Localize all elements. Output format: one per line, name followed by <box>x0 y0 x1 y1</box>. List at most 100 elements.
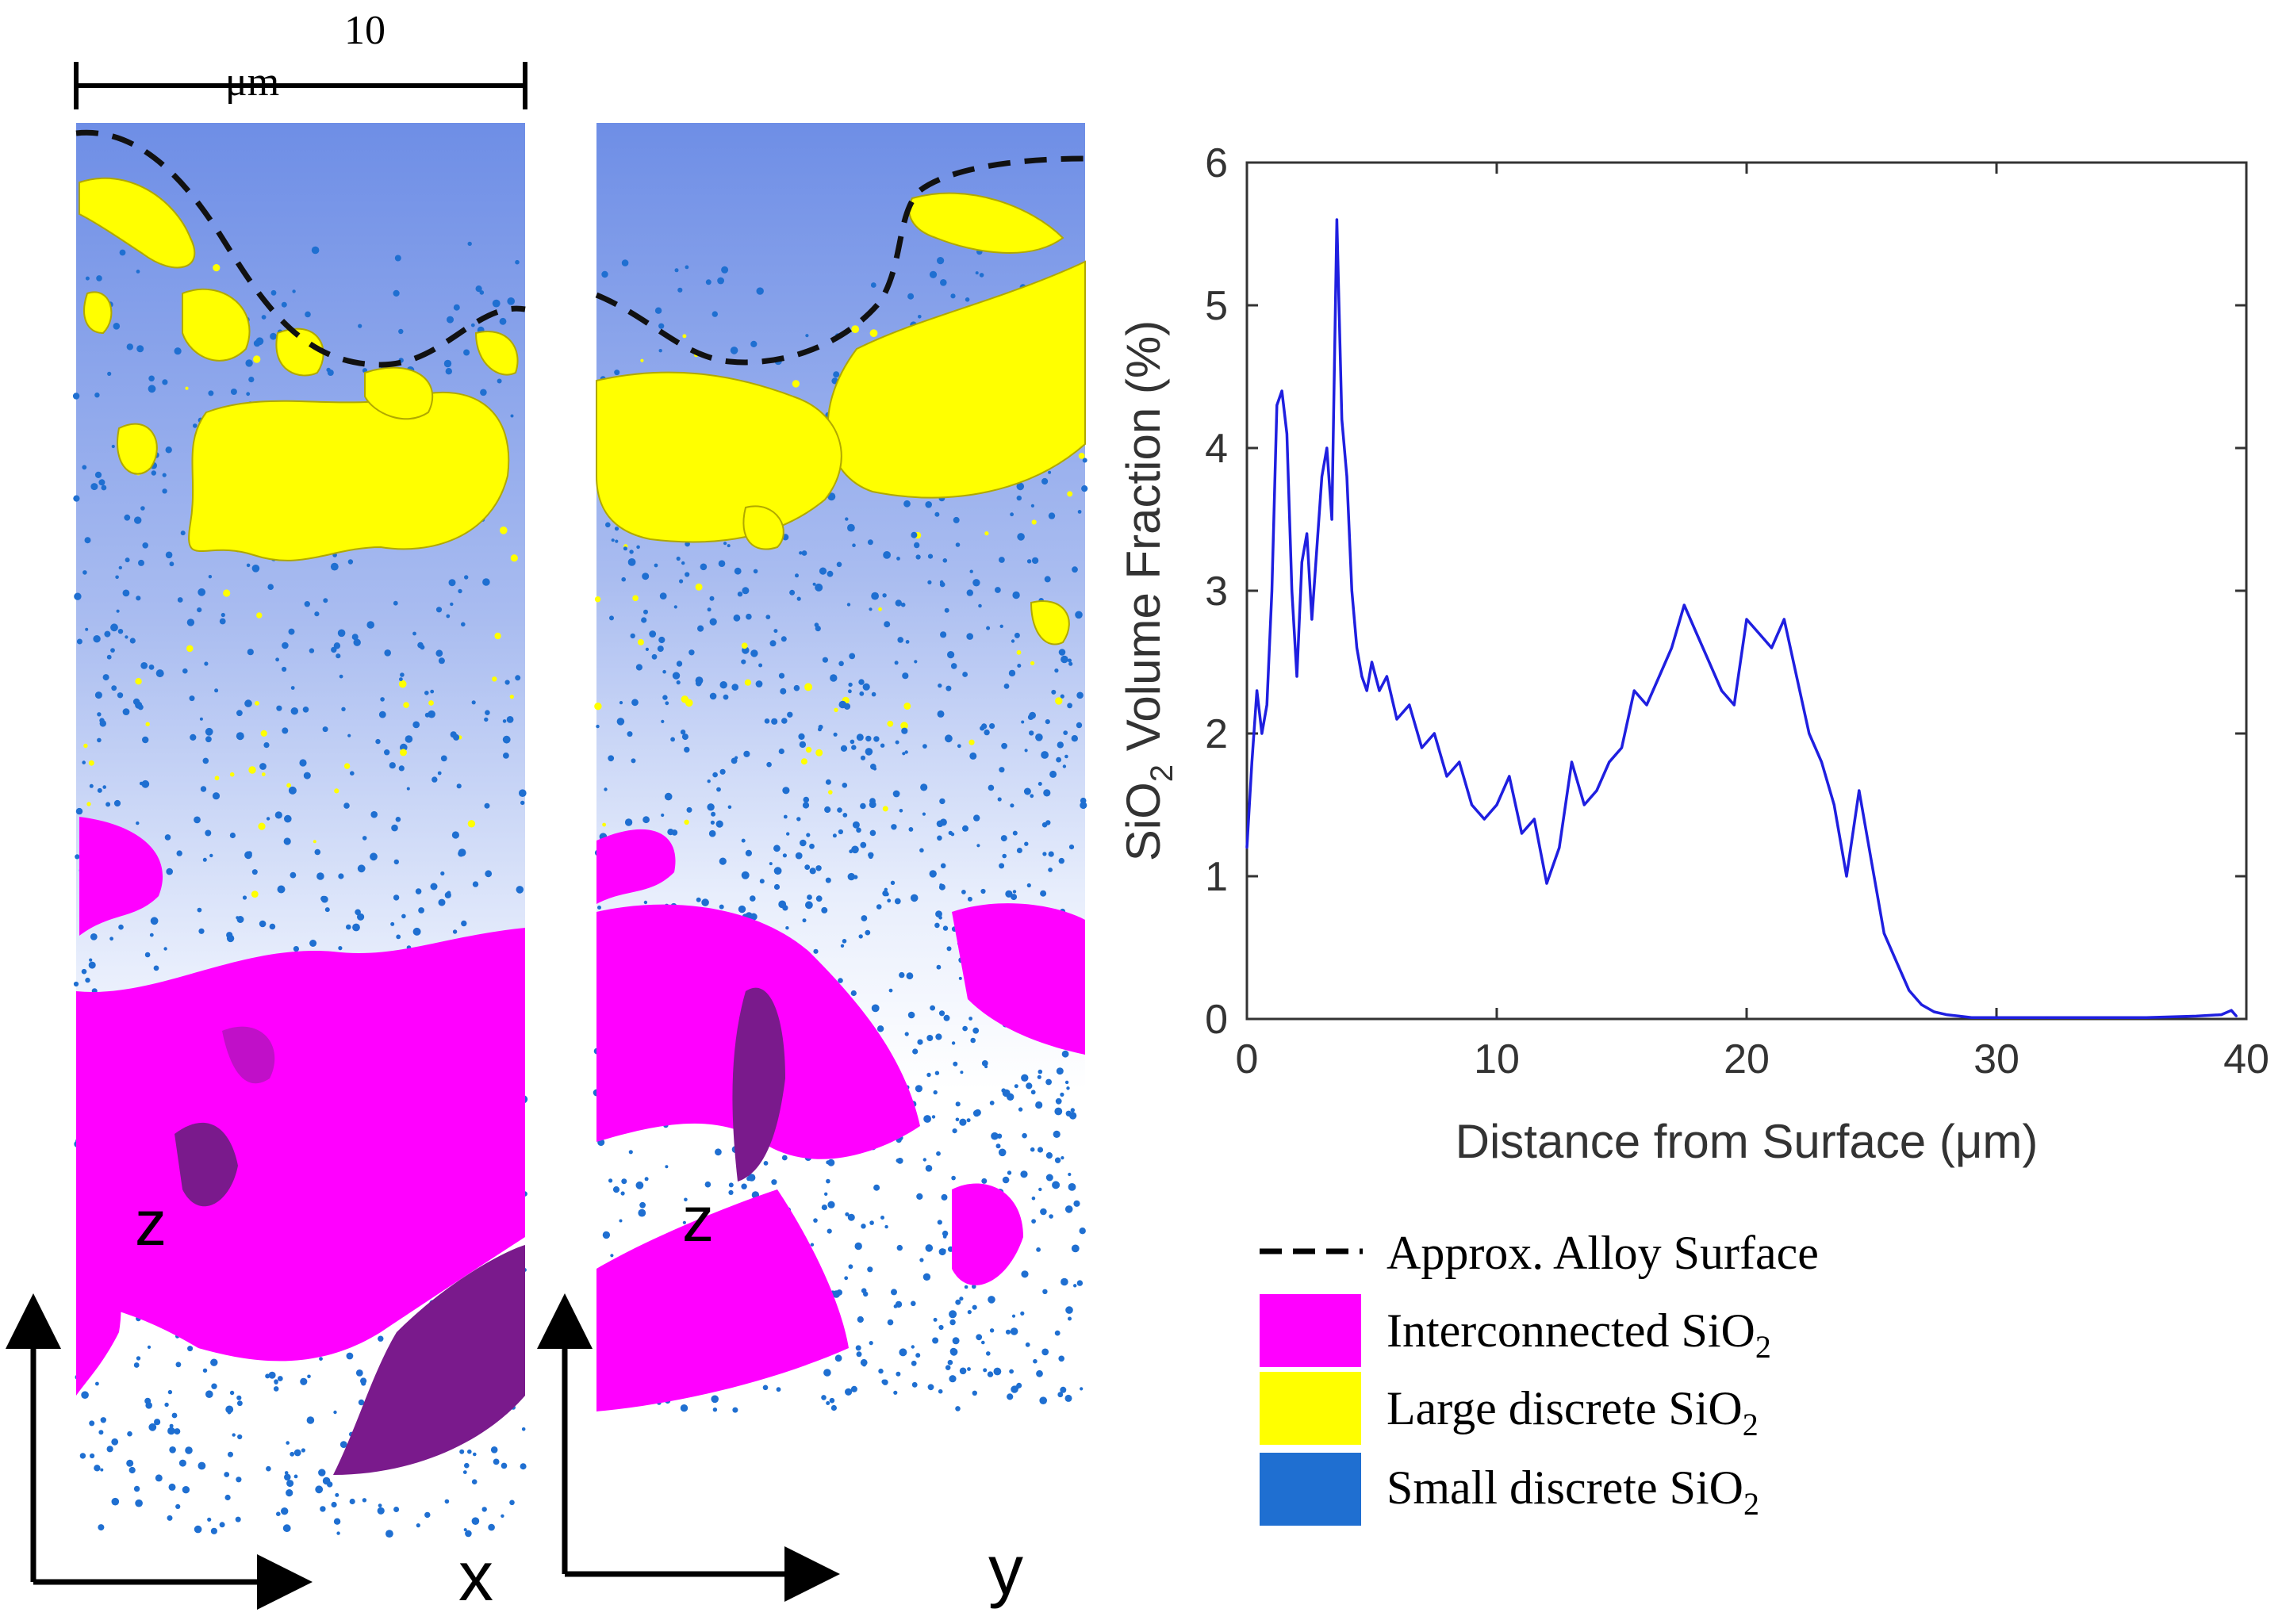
particle-dot <box>339 1441 347 1448</box>
particle-dot <box>293 1474 298 1479</box>
particle-dot <box>355 909 361 916</box>
particle-dot <box>834 707 838 712</box>
particle-dot <box>782 905 788 911</box>
particle-dot <box>333 1410 337 1415</box>
particle-dot <box>94 1465 101 1472</box>
particle-dot <box>851 845 859 854</box>
particle-dot <box>235 1516 241 1522</box>
particle-dot <box>1058 649 1066 656</box>
particle-dot <box>89 958 93 962</box>
particle-dot <box>758 663 763 668</box>
particle-dot <box>951 1041 956 1045</box>
particle-dot <box>509 695 514 699</box>
particle-dot <box>843 703 851 710</box>
particle-dot <box>97 712 102 717</box>
y-tick-label: 5 <box>1205 283 1228 329</box>
particle-dot <box>939 798 945 805</box>
particle-dot <box>850 739 855 745</box>
particle-dot <box>286 1480 294 1488</box>
particle-dot <box>677 287 683 293</box>
particle-dot <box>488 1523 495 1531</box>
axis-label-z-right: z <box>682 1184 714 1254</box>
particle-dot <box>942 925 949 931</box>
particle-dot <box>980 888 986 894</box>
particle-dot <box>1031 1219 1036 1224</box>
particle-dot <box>717 277 724 285</box>
particle-dot <box>616 718 625 726</box>
particle-dot <box>90 1453 95 1459</box>
data-point <box>1360 675 1364 678</box>
particle-dot <box>949 1375 957 1383</box>
particle-dot <box>362 1498 367 1503</box>
particle-dot <box>676 556 681 561</box>
particle-dot <box>1012 591 1020 599</box>
particle-dot <box>719 681 727 689</box>
particle-dot <box>962 1025 968 1032</box>
data-point <box>1658 675 1661 678</box>
particle-dot <box>82 760 86 764</box>
particle-dot <box>822 657 828 663</box>
y-tick-label: 0 <box>1205 997 1228 1043</box>
particle-dot <box>1071 735 1079 742</box>
particle-dot <box>904 750 908 754</box>
particle-dot <box>759 879 765 884</box>
particle-dot <box>461 920 467 927</box>
particle-dot <box>741 659 746 665</box>
particle-dot <box>323 598 328 603</box>
particle-dot <box>1078 453 1085 459</box>
particle-dot <box>155 669 164 678</box>
particle-dot <box>643 900 648 905</box>
particle-dot <box>893 1390 898 1395</box>
particle-dot <box>734 567 742 575</box>
legend-label-small-discrete-main: Small discrete SiO <box>1387 1461 1743 1514</box>
particle-dot <box>1014 632 1020 638</box>
particle-dot <box>840 944 845 948</box>
particle-dot <box>925 1244 934 1252</box>
particle-dot <box>922 812 926 816</box>
data-point <box>1395 718 1398 721</box>
particle-dot <box>346 924 351 930</box>
particle-dot <box>174 1428 181 1435</box>
particle-dot <box>815 895 823 902</box>
particle-dot <box>1007 1393 1014 1400</box>
particle-dot <box>947 1359 953 1365</box>
data-point <box>1708 661 1711 664</box>
particle-dot <box>384 649 392 657</box>
particle-dot <box>986 626 991 630</box>
particle-dot <box>614 527 619 531</box>
data-point <box>1345 475 1348 478</box>
particle-dot <box>911 1300 916 1307</box>
particle-dot <box>771 1179 777 1185</box>
particle-dot <box>855 1345 861 1351</box>
particle-dot <box>950 663 957 669</box>
particle-dot <box>352 923 360 932</box>
particle-dot <box>111 1497 120 1506</box>
particle-dot <box>635 1181 644 1189</box>
particle-dot <box>211 1383 217 1389</box>
particle-dot <box>882 890 888 897</box>
particle-dot <box>1061 1050 1069 1058</box>
particle-dot <box>962 825 968 832</box>
particle-dot <box>335 1492 339 1497</box>
particle-dot <box>614 370 620 376</box>
particle-dot <box>1012 830 1018 836</box>
particle-dot <box>867 1266 873 1273</box>
data-point <box>1421 746 1423 749</box>
particle-dot <box>778 748 784 755</box>
particle-dot <box>447 891 451 895</box>
particle-dot <box>631 699 639 707</box>
particle-dot <box>276 705 282 711</box>
particle-dot <box>1072 566 1078 573</box>
particle-dot <box>187 1346 194 1352</box>
particle-dot <box>251 869 258 875</box>
particle-dot <box>782 787 790 795</box>
particle-dot <box>155 1474 163 1482</box>
particle-dot <box>829 1397 835 1404</box>
particle-dot <box>151 470 156 476</box>
particle-dot <box>899 971 905 979</box>
data-point <box>1832 803 1835 806</box>
particle-dot <box>938 1388 943 1394</box>
particle-dot <box>938 916 942 920</box>
particle-dot <box>969 569 973 573</box>
